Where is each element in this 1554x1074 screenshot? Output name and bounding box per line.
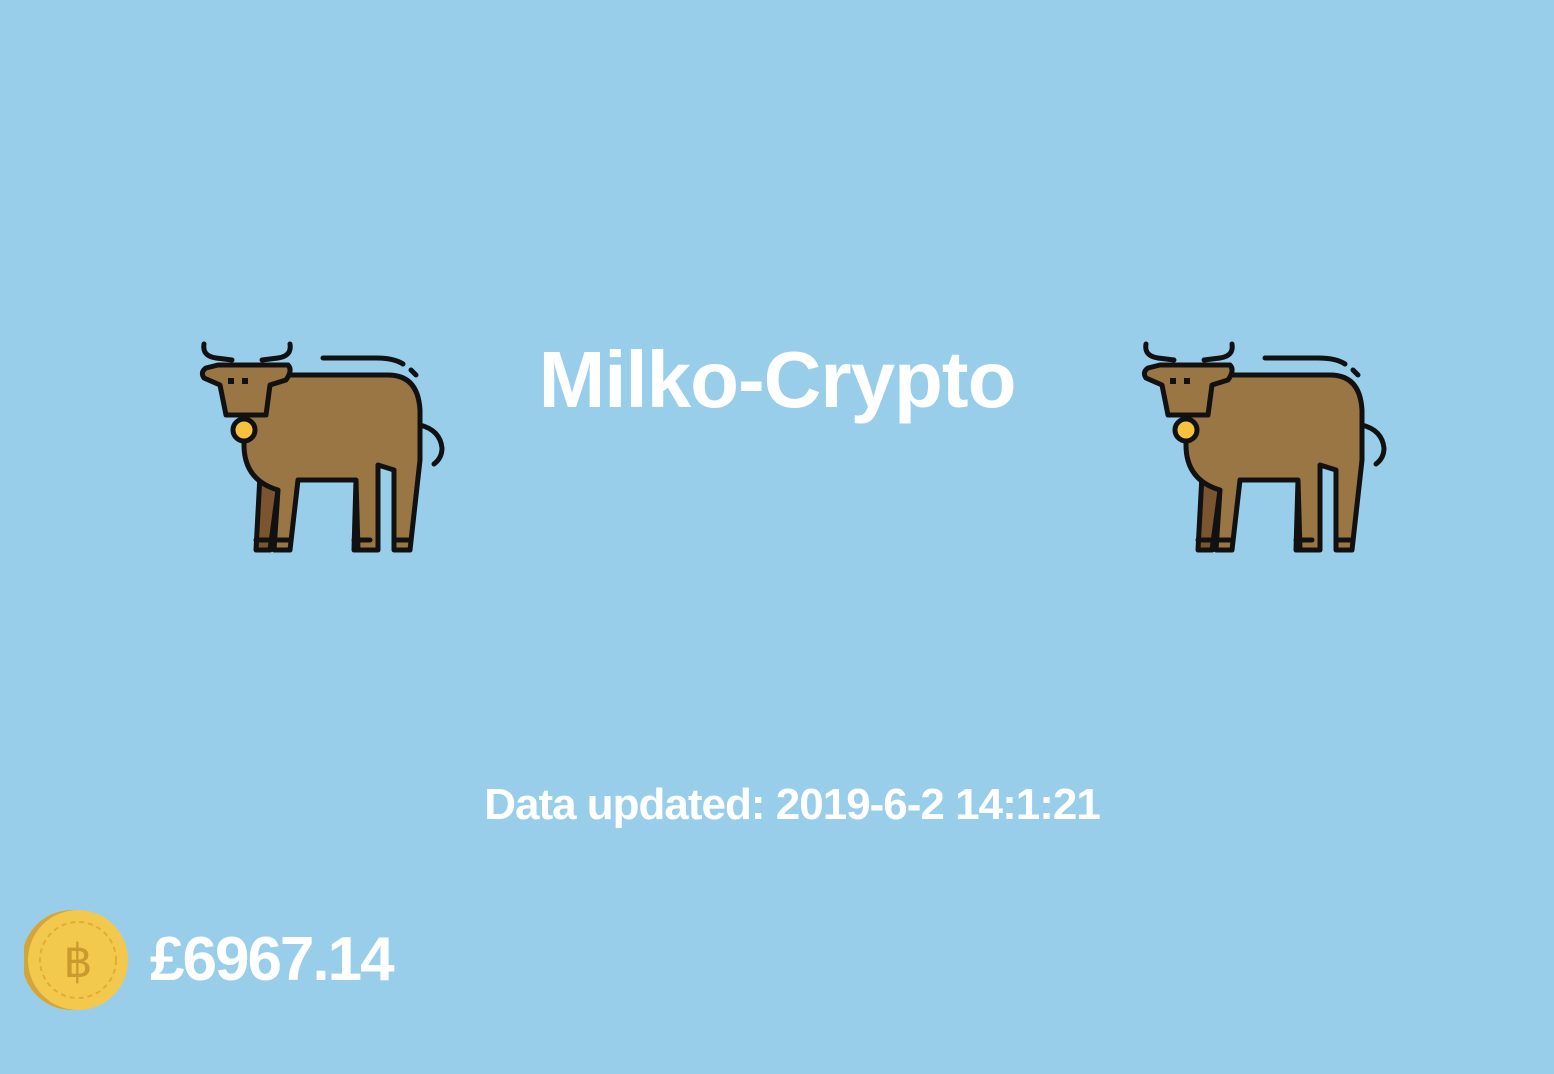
- app-title: Milko-Crypto: [538, 335, 1017, 424]
- bitcoin-coin-icon: ฿: [24, 907, 130, 1013]
- price-value: £6967.14: [150, 925, 395, 994]
- cow-icon: [198, 340, 448, 555]
- svg-text:฿: ฿: [63, 934, 92, 988]
- data-updated-timestamp: Data updated: 2019-6-2 14:1:21: [484, 780, 1101, 829]
- price-ticker: ฿ £6967.14: [24, 906, 395, 1014]
- cow-icon: [1140, 340, 1390, 555]
